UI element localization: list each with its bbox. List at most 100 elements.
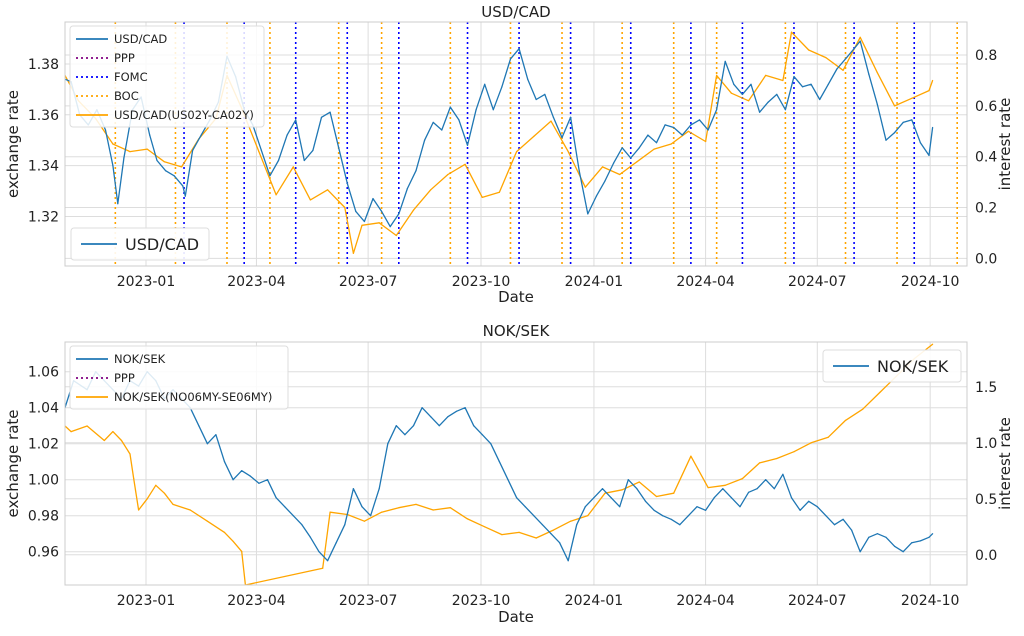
data-point <box>404 434 406 436</box>
data-point <box>361 224 363 226</box>
data-point <box>338 147 340 149</box>
data-point <box>716 74 718 76</box>
data-point <box>524 506 526 508</box>
legend-entry-label: BOC <box>114 89 139 103</box>
legend-box-secondary <box>822 349 962 383</box>
data-point <box>595 195 598 197</box>
data-point <box>759 111 761 113</box>
data-point <box>415 170 417 172</box>
data-point <box>561 137 563 139</box>
x-tick-label: 2023-07 <box>339 274 398 290</box>
data-point <box>902 121 904 123</box>
data-point <box>138 509 140 511</box>
data-point <box>309 536 311 538</box>
legend-entry-label: PPP <box>114 51 135 65</box>
chart-title: USD/CAD <box>481 3 550 21</box>
data-point <box>679 524 681 526</box>
data-point <box>621 147 623 149</box>
x-tick-label: 2023-10 <box>452 593 511 609</box>
data-point <box>269 175 271 177</box>
y-axis-label: exchange rate <box>4 90 22 198</box>
data-point <box>587 515 589 517</box>
y-right-tick-label: 0.0 <box>975 548 997 564</box>
data-point <box>370 515 372 517</box>
data-point <box>412 209 415 211</box>
data-point <box>885 536 887 538</box>
data-point <box>844 419 847 421</box>
data-point <box>533 515 535 517</box>
data-point <box>447 416 449 418</box>
data-point <box>842 518 844 520</box>
data-point <box>932 126 934 129</box>
data-point <box>112 165 114 167</box>
data-point <box>447 173 449 176</box>
data-point <box>438 425 440 427</box>
data-point <box>275 497 277 499</box>
data-point <box>670 143 672 145</box>
data-point <box>636 488 638 490</box>
data-point <box>638 481 640 483</box>
data-point <box>698 119 701 121</box>
data-point <box>381 511 383 513</box>
data-point <box>827 436 829 438</box>
data-point <box>636 161 638 163</box>
data-point <box>853 48 855 50</box>
legend-entry-label: USD/CAD <box>114 32 167 46</box>
data-point <box>165 170 167 172</box>
data-point <box>541 524 544 526</box>
x-tick-label: 2023-04 <box>227 593 286 609</box>
data-point <box>123 157 125 159</box>
plot-frame <box>64 21 968 267</box>
data-point <box>449 106 451 108</box>
data-point <box>387 443 389 445</box>
data-point <box>172 503 174 505</box>
data-point <box>716 109 718 111</box>
data-point <box>198 425 200 427</box>
data-point <box>559 542 561 544</box>
y-right-tick-label: 0.6 <box>975 99 997 115</box>
data-point <box>507 479 509 481</box>
data-point <box>501 534 503 536</box>
data-point <box>705 140 707 143</box>
data-point <box>748 491 750 493</box>
y-right-tick-label: 0.4 <box>975 150 997 166</box>
data-point <box>793 451 795 453</box>
data-point <box>516 497 518 499</box>
data-point <box>481 196 483 198</box>
data-point <box>928 154 930 156</box>
data-point <box>782 473 784 475</box>
data-point <box>535 537 537 539</box>
data-point <box>827 83 829 85</box>
y-tick-label: 1.32 <box>28 209 59 225</box>
data-point <box>868 73 870 75</box>
x-axis-label: Date <box>498 288 534 306</box>
data-point <box>206 520 208 522</box>
data-point <box>378 488 380 490</box>
data-point <box>722 488 724 490</box>
data-point <box>355 210 357 212</box>
y-tick-label: 1.34 <box>28 159 59 175</box>
x-tick-label: 2023-01 <box>117 274 176 290</box>
data-point <box>662 515 664 517</box>
chart-panel-2: NOK/SEK 2023-01 2023-04 2023-07 2023-10 2024-… <box>4 322 1014 626</box>
data-point <box>432 121 434 123</box>
data-point <box>406 187 408 190</box>
data-point <box>415 503 417 505</box>
data-point <box>911 542 913 544</box>
data-point <box>378 222 380 224</box>
y-tick-label: 1.06 <box>28 365 59 381</box>
data-point <box>490 443 492 445</box>
legend-entry-label: PPP <box>114 371 135 385</box>
legend-entry-label: FOMC <box>114 70 148 84</box>
data-point <box>552 116 555 118</box>
data-point <box>578 170 580 172</box>
data-point <box>312 149 314 151</box>
data-point <box>206 443 208 445</box>
data-point <box>707 487 709 489</box>
data-point <box>449 507 451 509</box>
data-point <box>492 109 494 111</box>
legend-box <box>69 25 265 128</box>
data-point <box>284 506 286 508</box>
series-line-1 <box>65 371 934 562</box>
data-point <box>655 495 658 498</box>
